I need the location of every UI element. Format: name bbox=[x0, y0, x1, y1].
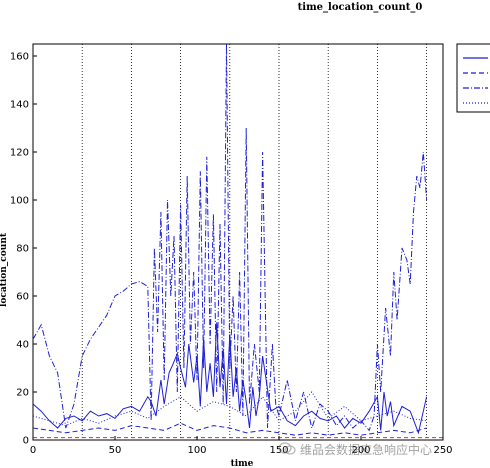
plot-area bbox=[32, 43, 444, 441]
y-tick-label: 160 bbox=[10, 52, 29, 63]
y-tick-label: 80 bbox=[16, 244, 29, 255]
y-tick-label: 40 bbox=[16, 340, 29, 351]
y-tick-label: 140 bbox=[10, 100, 29, 111]
x-tick-label: 250 bbox=[433, 445, 452, 456]
watermark-text: 维品会数据应急响应中心 bbox=[300, 442, 433, 457]
x-tick-label: 150 bbox=[269, 445, 288, 456]
y-axis-label: location_count bbox=[0, 232, 9, 307]
watermark: 维品会数据应急响应中心 bbox=[278, 440, 432, 458]
legend bbox=[456, 43, 490, 113]
y-tick-label: 60 bbox=[16, 292, 29, 303]
y-tick-label: 100 bbox=[10, 196, 29, 207]
series-dashdot-line bbox=[32, 43, 428, 432]
x-tick-label: 0 bbox=[30, 445, 36, 456]
y-tick-label: 120 bbox=[10, 148, 29, 159]
x-tick-label: 100 bbox=[187, 445, 206, 456]
x-tick-label: 200 bbox=[351, 445, 370, 456]
y-tick-label: 0 bbox=[23, 436, 29, 447]
series-layer bbox=[32, 43, 443, 439]
series-dotted-line bbox=[32, 391, 427, 427]
ticks: 0 50 100 150 200 250 0 20 40 60 80 100 120 140 160 bbox=[10, 52, 453, 457]
series-solid-line bbox=[32, 322, 428, 435]
x-tick-label: 50 bbox=[109, 445, 122, 456]
y-tick-label: 20 bbox=[16, 388, 29, 399]
series-dashed-line bbox=[32, 422, 427, 436]
grid-lines bbox=[32, 44, 428, 440]
chart-title: time_location_count_0 bbox=[297, 2, 423, 13]
watermark-logo-icon bbox=[278, 442, 296, 455]
legend-box bbox=[456, 43, 490, 113]
x-axis-label: time bbox=[231, 459, 254, 468]
